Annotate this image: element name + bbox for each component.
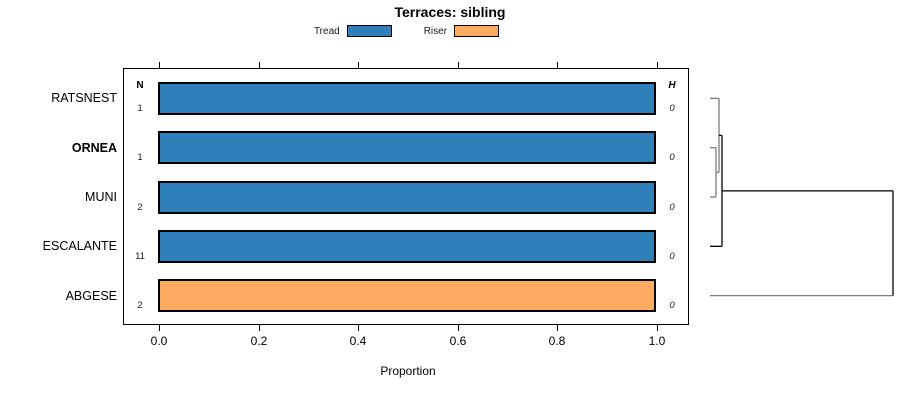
n-value-abgese: 2 xyxy=(137,300,143,311)
xtick-top-0.8 xyxy=(557,62,558,68)
bar-abgese xyxy=(158,279,656,312)
ytick-label-muni: MUNI xyxy=(85,190,117,204)
h-column-header: H xyxy=(668,80,676,91)
ytick-label-escalante: ESCALANTE xyxy=(42,239,117,253)
n-value-ratsnest: 1 xyxy=(137,103,143,114)
xtick-label-0.6: 0.6 xyxy=(449,334,467,348)
xtick-bottom-0.0 xyxy=(159,325,160,331)
ytick-label-abgese: ABGESE xyxy=(65,289,117,303)
legend-label-riser: Riser xyxy=(423,25,448,37)
chart-title: Terraces: sibling xyxy=(394,4,506,20)
xtick-bottom-1.0 xyxy=(657,325,658,331)
xtick-label-0.8: 0.8 xyxy=(548,334,566,348)
h-value-abgese: 0 xyxy=(669,300,675,311)
xtick-bottom-0.6 xyxy=(458,325,459,331)
legend: Tread Riser xyxy=(123,25,690,37)
xtick-top-0.4 xyxy=(358,62,359,68)
ytick-label-ratsnest: RATSNEST xyxy=(51,91,117,105)
h-value-muni: 0 xyxy=(669,202,675,213)
xtick-label-1.0: 1.0 xyxy=(648,334,666,348)
legend-label-tread: Tread xyxy=(313,25,340,37)
ytick-label-ornea: ORNEA xyxy=(71,141,117,155)
n-value-ornea: 1 xyxy=(137,152,143,163)
legend-swatch-riser xyxy=(454,25,500,37)
xtick-top-0.0 xyxy=(159,62,160,68)
bar-ornea xyxy=(158,131,656,164)
xtick-top-0.6 xyxy=(458,62,459,68)
dendrogram-minor-links xyxy=(710,97,893,297)
x-axis-title: Proportion xyxy=(380,364,436,378)
xtick-label-0.2: 0.2 xyxy=(250,334,268,348)
n-value-muni: 2 xyxy=(137,202,143,213)
xtick-label-0.4: 0.4 xyxy=(349,334,367,348)
xtick-bottom-0.2 xyxy=(259,325,260,331)
xtick-bottom-0.4 xyxy=(358,325,359,331)
h-value-ornea: 0 xyxy=(669,152,675,163)
h-value-escalante: 0 xyxy=(669,251,675,262)
bar-ratsnest xyxy=(158,82,656,115)
n-value-escalante: 11 xyxy=(135,251,145,262)
legend-swatch-tread xyxy=(346,25,392,37)
xtick-label-0.0: 0.0 xyxy=(150,334,168,348)
bar-escalante xyxy=(158,230,656,263)
xtick-top-1.0 xyxy=(657,62,658,68)
xtick-top-0.2 xyxy=(259,62,260,68)
dendrogram-major-links xyxy=(710,134,894,296)
h-value-ratsnest: 0 xyxy=(669,103,675,114)
xtick-bottom-0.8 xyxy=(557,325,558,331)
plot-area-border xyxy=(123,68,689,325)
dendrogram xyxy=(710,97,894,297)
bar-muni xyxy=(158,181,656,214)
n-column-header: N xyxy=(136,80,144,91)
